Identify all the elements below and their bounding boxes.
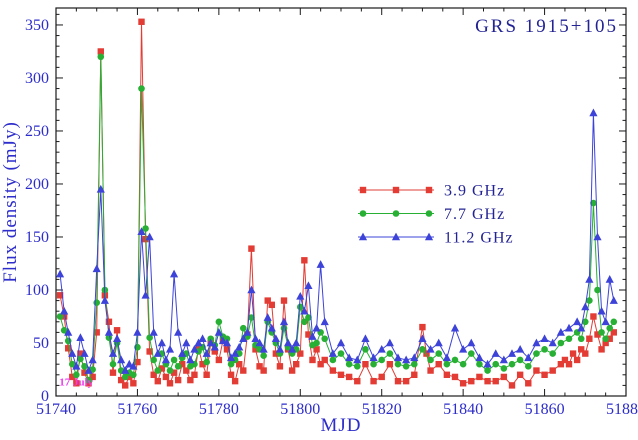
svg-text:200: 200	[25, 176, 49, 193]
y-axis-label: Flux density (mJy)	[0, 121, 21, 283]
svg-text:51800: 51800	[280, 401, 320, 418]
svg-text:7.7 GHz: 7.7 GHz	[444, 206, 505, 223]
svg-text:300: 300	[25, 70, 49, 87]
svg-text:51740: 51740	[36, 401, 76, 418]
svg-text:51760: 51760	[117, 401, 157, 418]
svg-text:51840: 51840	[443, 401, 483, 418]
svg-text:51820: 51820	[362, 401, 402, 418]
svg-text:350: 350	[25, 17, 49, 34]
svg-text:3.9 GHz: 3.9 GHz	[444, 183, 505, 200]
svg-text:11.2 GHz: 11.2 GHz	[444, 230, 514, 247]
legend-entry-7-7-GHz: 7.7 GHz	[358, 206, 505, 223]
svg-text:250: 250	[25, 123, 49, 140]
svg-text:100: 100	[25, 282, 49, 299]
svg-text:50: 50	[33, 335, 49, 352]
x-axis-label: MJD	[320, 415, 361, 436]
svg-text:0: 0	[41, 388, 49, 405]
legend: 3.9 GHz 7.7 GHz 11.2 GHz	[358, 183, 514, 247]
series-7-7-GHz	[56, 53, 618, 384]
series-3-9-GHz	[56, 18, 617, 389]
annotation-17-July: 17 July	[59, 376, 93, 388]
svg-text:150: 150	[25, 229, 49, 246]
svg-text:51780: 51780	[199, 401, 239, 418]
chart-title: GRS 1915+105	[475, 16, 618, 37]
legend-entry-3-9-GHz: 3.9 GHz	[358, 183, 505, 200]
series-11-2-GHz	[56, 108, 618, 374]
legend-entry-11-2-GHz: 11.2 GHz	[358, 230, 514, 247]
svg-text:51860: 51860	[525, 401, 565, 418]
y-tick-labels: 0 50 100 150 200 250 300 350	[25, 17, 49, 405]
plot-frame	[55, 7, 627, 397]
